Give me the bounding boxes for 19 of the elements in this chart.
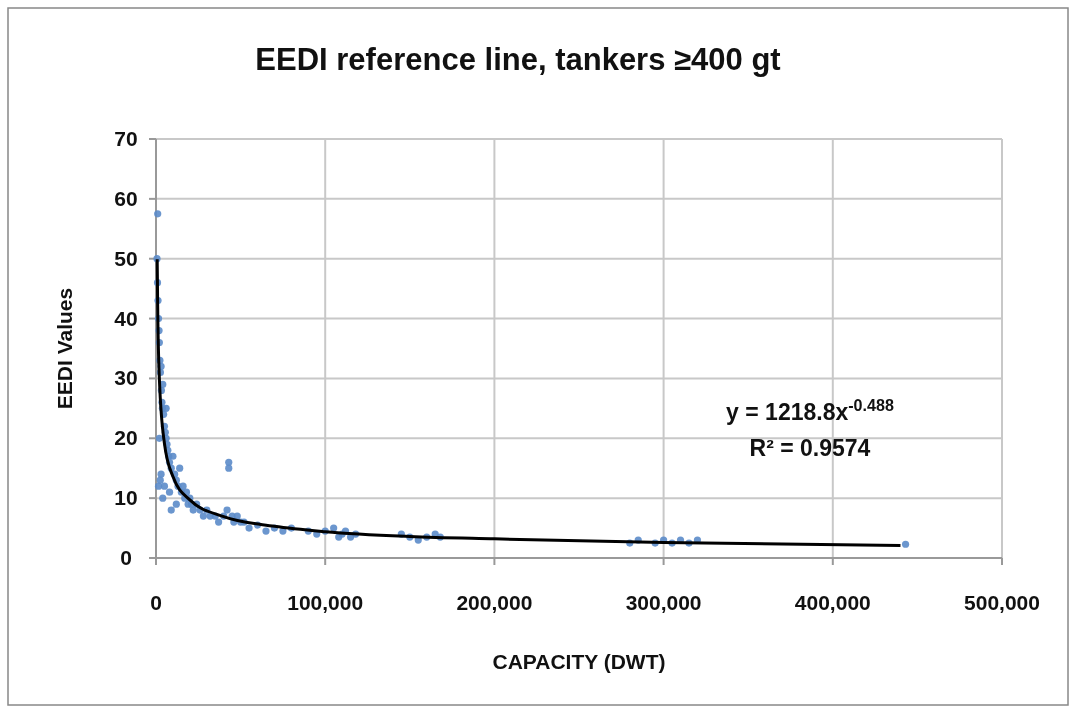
y-tick-label: 30	[114, 366, 138, 390]
annotation: R² = 0.9574	[749, 435, 871, 461]
x-tick-label: 0	[150, 591, 162, 614]
x-tick-label: 500,000	[964, 591, 1040, 614]
annotation: y = 1218.8x$^{-0.488}$	[726, 396, 894, 425]
y-tick-label: 40	[114, 306, 138, 330]
x-tick-label: 100,000	[287, 591, 364, 614]
chart-title: EEDI reference line, tankers ≥400 gt	[255, 42, 781, 77]
y-tick-label: 70	[114, 127, 138, 150]
y-tick-label: 50	[114, 246, 138, 270]
x-tick-label: 300,000	[625, 591, 702, 614]
y-tick-label: 20	[114, 426, 138, 450]
x-axis-title: CAPACITY (DWT)	[492, 650, 666, 673]
x-tick-label: 200,000	[456, 591, 533, 614]
y-axis-title: EEDI Values	[53, 287, 76, 410]
y-tick-label: 10	[114, 486, 138, 510]
y-tick-label: 0	[120, 546, 132, 569]
y-tick-label: 60	[114, 186, 138, 210]
x-tick-label: 400,000	[794, 591, 871, 614]
